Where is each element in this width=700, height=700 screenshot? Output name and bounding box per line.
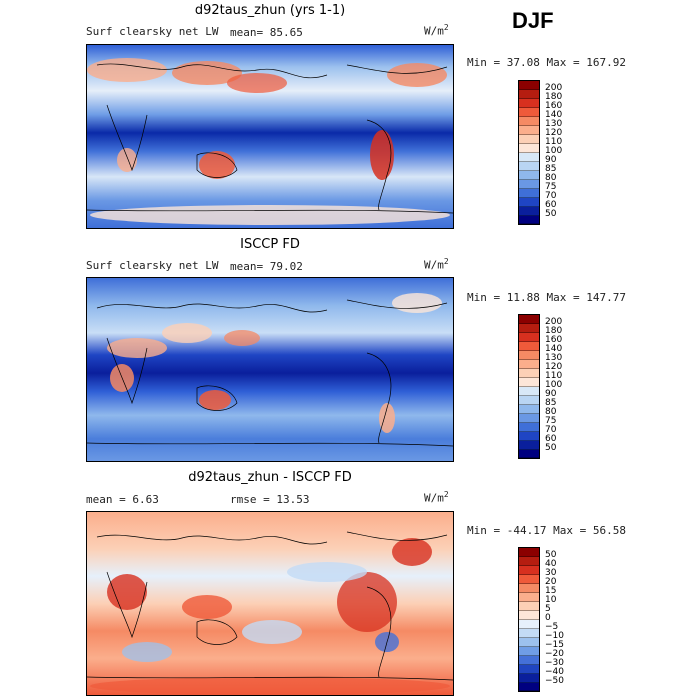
panel-3-title: d92taus_zhun - ISCCP FD: [188, 470, 352, 485]
colorbar-tick: 20: [545, 577, 557, 587]
colorbar-tick: 75: [545, 416, 557, 426]
panel-3-colorbar-labels: 50 40 30 20 15 10 5 0 −5 −10 −15 −20 −30…: [545, 547, 585, 692]
colorbar-tick: 75: [545, 182, 557, 192]
panel-2-minmax: Min = 11.88 Max = 147.77: [467, 291, 626, 304]
panel-2-mean-label: mean= 79.02: [230, 260, 303, 273]
panel-2-title: ISCCP FD: [240, 237, 300, 252]
season-label: DJF: [512, 8, 554, 33]
panel-3-mean-label: mean = 6.63: [86, 493, 159, 506]
colorbar-tick: −40: [545, 667, 564, 677]
colorbar-tick: 50: [545, 209, 557, 219]
panel-3-minmax: Min = -44.17 Max = 56.58: [467, 524, 626, 537]
colorbar-tick: 90: [545, 389, 557, 399]
panel-1-map: [86, 44, 454, 229]
panel-1-colorbar-labels: 200 180 160 140 130 120 110 100 90 85 80…: [545, 80, 585, 225]
colorbar-tick: 70: [545, 425, 557, 435]
colorbar-tick: 130: [545, 119, 563, 129]
panel-1-mean-label: mean= 85.65: [230, 26, 303, 39]
panel-3-map: [86, 511, 454, 696]
colorbar-tick: −50: [545, 676, 564, 686]
colorbar-tick: 50: [545, 550, 557, 560]
panel-2-colorbar-labels: 200 180 160 140 130 120 110 100 90 85 80…: [545, 314, 585, 459]
panel-2-variable-label: Surf clearsky net LW: [86, 259, 219, 272]
colorbar-tick: 50: [545, 443, 557, 453]
colorbar-tick: 140: [545, 110, 563, 120]
panel-3-rmse-label: rmse = 13.53: [230, 493, 310, 506]
colorbar-tick: 70: [545, 191, 557, 201]
colorbar-tick: 100: [545, 146, 563, 156]
colorbar-tick: 30: [545, 568, 557, 578]
colorbar-tick: 90: [545, 155, 557, 165]
colorbar-tick: 10: [545, 595, 557, 605]
colorbar-tick: 200: [545, 317, 563, 327]
panel-1-minmax: Min = 37.08 Max = 167.92: [467, 56, 626, 69]
colorbar-tick: −10: [545, 631, 564, 641]
colorbar-tick: 200: [545, 83, 563, 93]
panel-1-variable-label: Surf clearsky net LW: [86, 25, 219, 38]
colorbar-tick: 180: [545, 326, 563, 336]
colorbar-tick: 40: [545, 559, 557, 569]
panel-1-title: d92taus_zhun (yrs 1-1): [194, 3, 346, 18]
panel-1-colorbar: [518, 80, 540, 225]
colorbar-tick: 130: [545, 353, 563, 363]
colorbar-tick: 140: [545, 344, 563, 354]
colorbar-tick: 60: [545, 200, 557, 210]
colorbar-tick: 180: [545, 92, 563, 102]
panel-1-units: W/m2: [424, 23, 449, 38]
panel-2-units: W/m2: [424, 257, 449, 272]
panel-3-colorbar: [518, 547, 540, 692]
colorbar-tick: −5: [545, 622, 559, 632]
colorbar-tick: 120: [545, 362, 563, 372]
colorbar-tick: 110: [545, 371, 563, 381]
colorbar-tick: 5: [545, 604, 551, 614]
colorbar-tick: 0: [545, 613, 551, 623]
colorbar-tick: 60: [545, 434, 557, 444]
colorbar-tick: 160: [545, 101, 563, 111]
panel-3-units: W/m2: [424, 490, 449, 505]
panel-2-colorbar: [518, 314, 540, 459]
colorbar-tick: 100: [545, 380, 563, 390]
colorbar-tick: 85: [545, 398, 557, 408]
colorbar-tick: −20: [545, 649, 564, 659]
colorbar-tick: 15: [545, 586, 557, 596]
colorbar-tick: 160: [545, 335, 563, 345]
colorbar-tick: 110: [545, 137, 563, 147]
colorbar-tick: 80: [545, 407, 557, 417]
panel-2-map: [86, 277, 454, 462]
colorbar-tick: 80: [545, 173, 557, 183]
colorbar-tick: 120: [545, 128, 563, 138]
colorbar-tick: 85: [545, 164, 557, 174]
colorbar-tick: −30: [545, 658, 564, 668]
colorbar-tick: −15: [545, 640, 564, 650]
